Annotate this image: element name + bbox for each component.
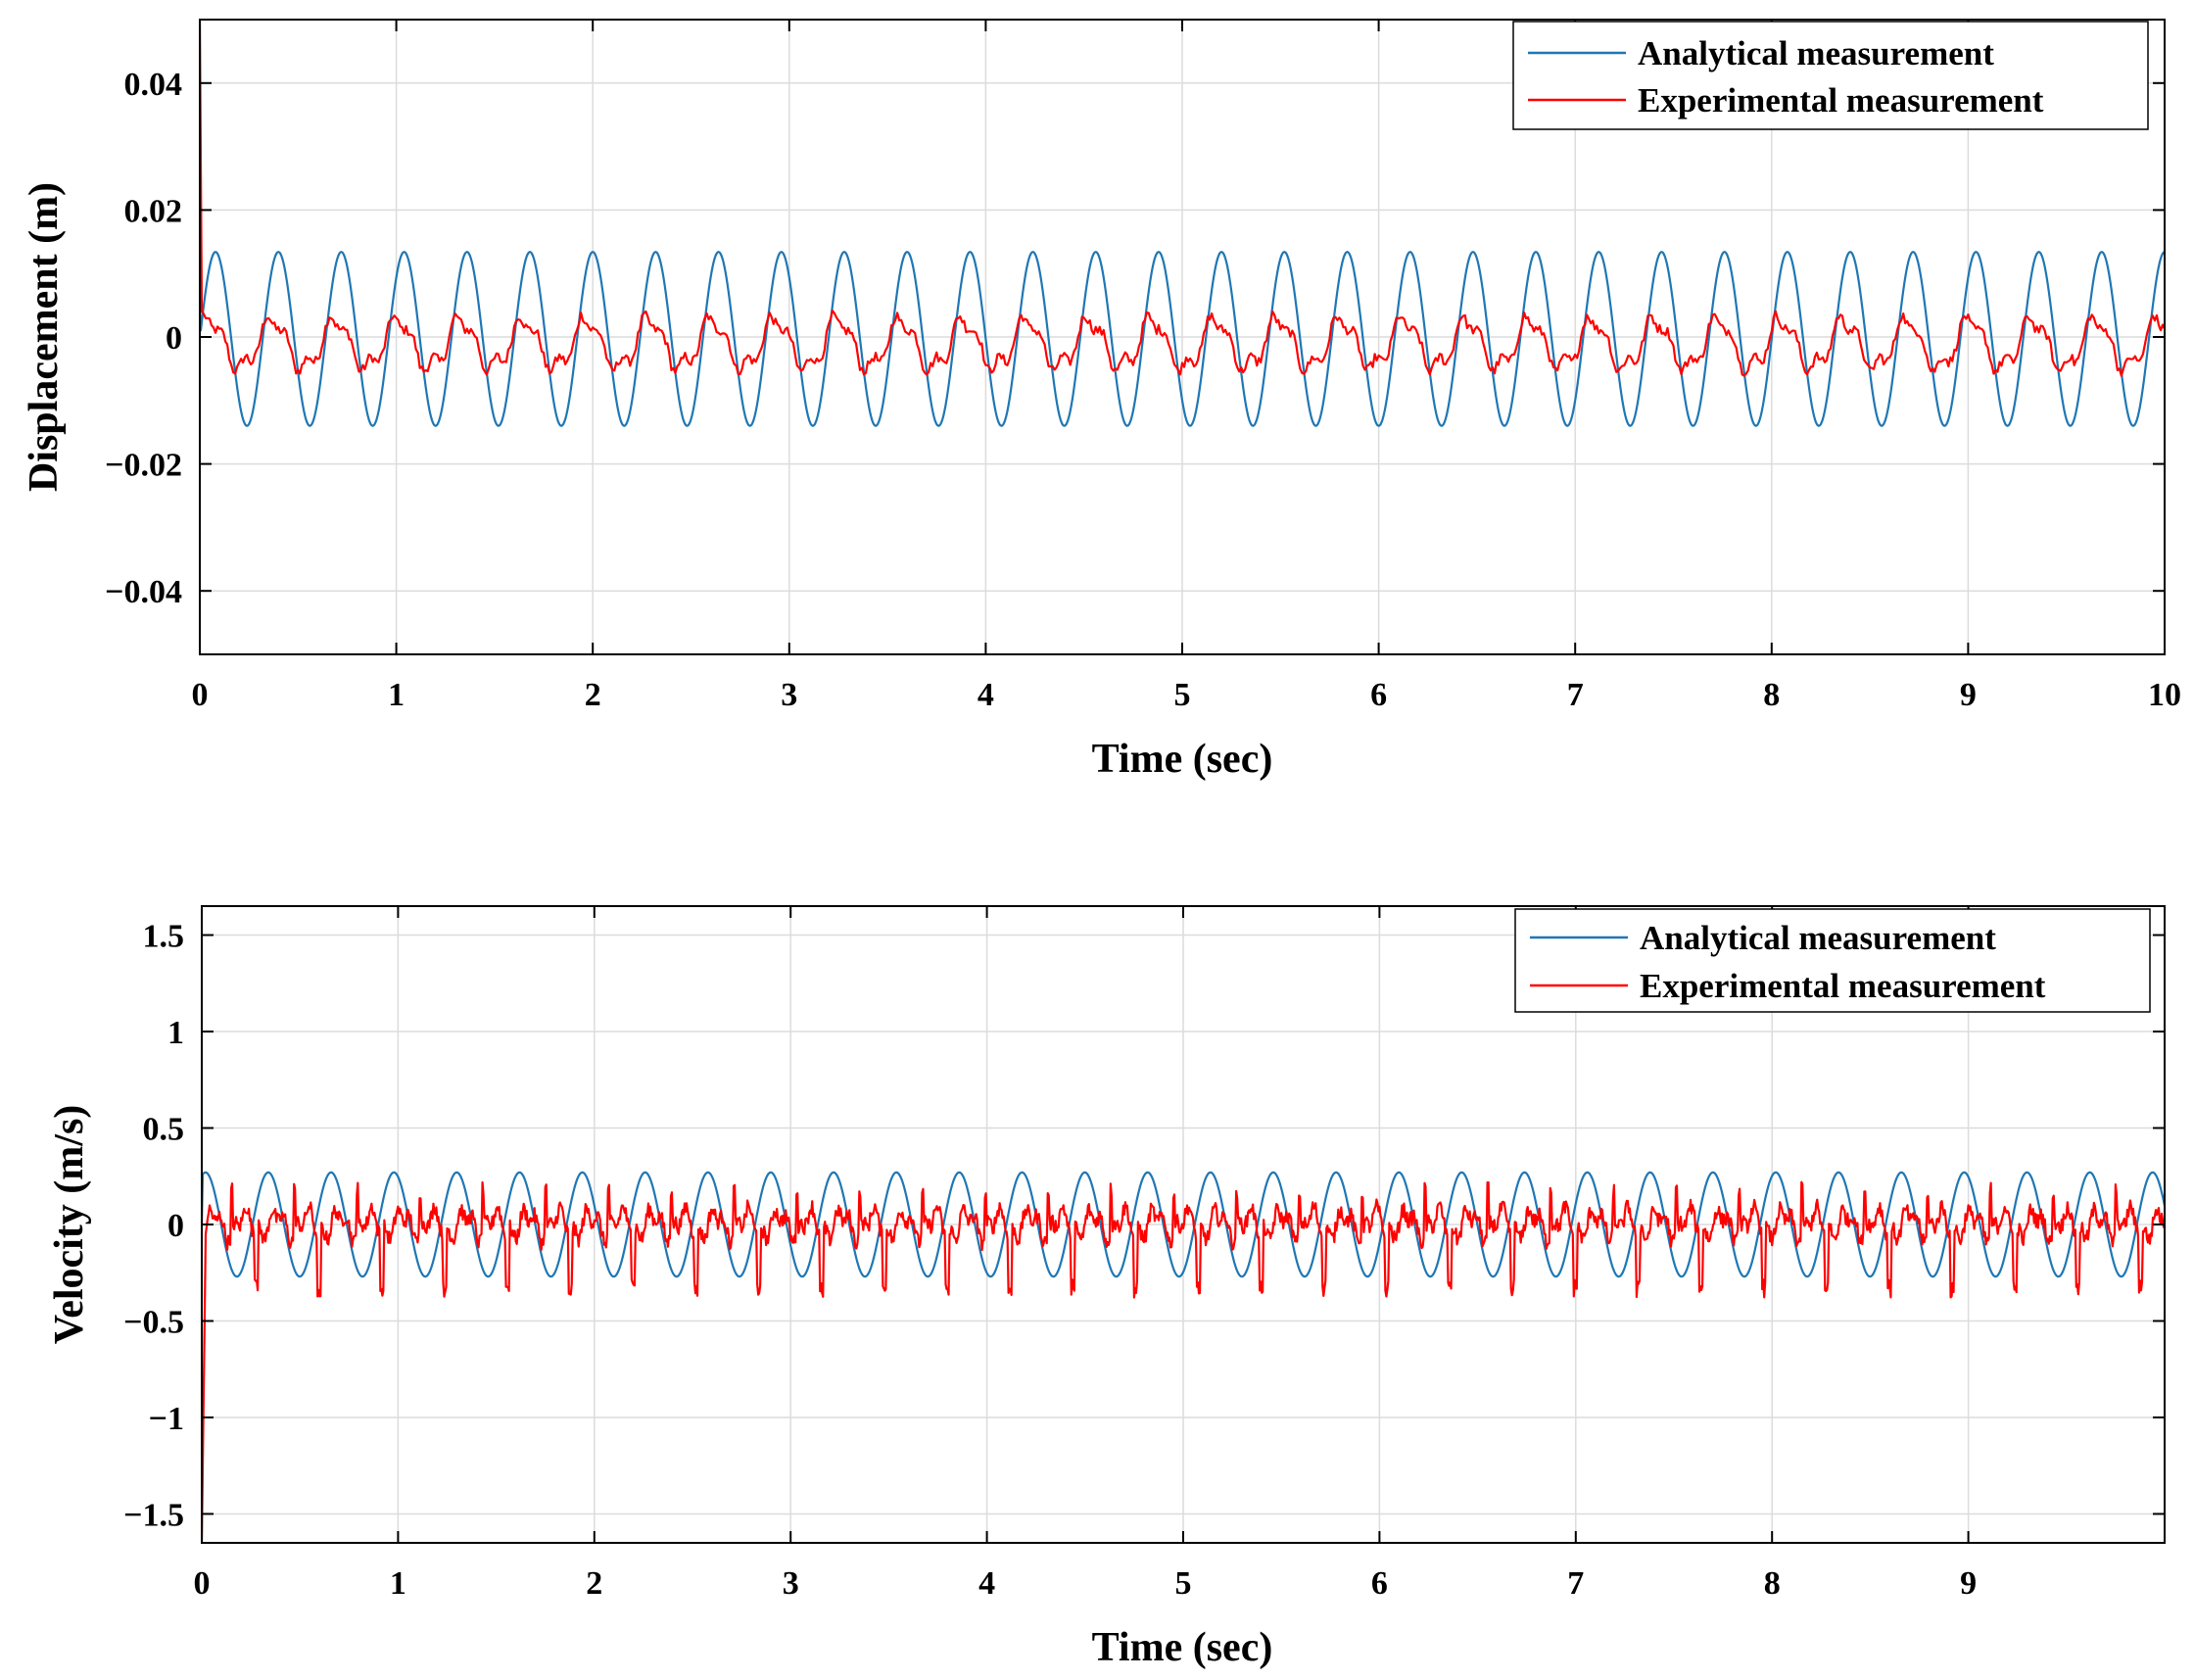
- displacement-legend: Analytical measurement Experimental meas…: [1512, 21, 2149, 130]
- velocity-xtick-label: 9: [1960, 1565, 1977, 1602]
- displacement-xtick-label: 6: [1370, 677, 1387, 713]
- displacement-series-analytical-line: [200, 251, 2165, 427]
- displacement-xtick-label: 1: [388, 677, 405, 713]
- displacement-xtick-label: 2: [585, 677, 601, 713]
- displacement-xlabel: Time (sec): [1092, 737, 1273, 782]
- velocity-ticks: 0 1 2 3 4 5 6 7 8 9 −1.5 −1 −0.5 0 0.5 1 1.5: [123, 906, 2165, 1602]
- displacement-xtick-label: 9: [1960, 677, 1977, 713]
- velocity-ytick-label: −1.5: [123, 1497, 184, 1533]
- displacement-legend-label-experimental: Experimental measurement: [1638, 81, 2044, 120]
- velocity-xtick-label: 8: [1764, 1565, 1781, 1602]
- velocity-series-analytical-line: [202, 1171, 2165, 1278]
- velocity-xtick-label: 2: [586, 1565, 602, 1602]
- velocity-ytick-label: 1.5: [143, 919, 185, 955]
- velocity-xtick-label: 0: [194, 1565, 211, 1602]
- velocity-legend-label-experimental: Experimental measurement: [1640, 967, 2046, 1005]
- velocity-ytick-label: −1: [149, 1401, 184, 1437]
- displacement-series-experimental-line: [200, 20, 2165, 377]
- displacement-xtick-label: 5: [1174, 677, 1191, 713]
- velocity-series: [202, 1171, 2165, 1543]
- velocity-ytick-label: 0.5: [143, 1112, 185, 1148]
- displacement-xtick-label: 8: [1763, 677, 1780, 713]
- displacement-ytick-label: −0.02: [105, 448, 182, 484]
- velocity-legend: Analytical measurement Experimental meas…: [1514, 908, 2151, 1013]
- velocity-ytick-label: 1: [167, 1015, 184, 1051]
- velocity-xlabel: Time (sec): [1092, 1625, 1273, 1670]
- velocity-ytick-label: −0.5: [123, 1304, 184, 1340]
- displacement-series: [200, 20, 2165, 427]
- velocity-legend-box: [1514, 908, 2151, 1013]
- velocity-chart: 0 1 2 3 4 5 6 7 8 9−1.5−1−0.500.511.5 Time (sec) …: [47, 905, 2166, 1670]
- velocity-xtick-label: 3: [783, 1565, 799, 1602]
- displacement-xtick-label: 7: [1567, 677, 1584, 713]
- displacement-xtick-label: 0: [192, 677, 209, 713]
- displacement-ticks: 0 1 2 3 4 5 6 7 8 9 10 −0.04 −0.02 0 0.02 0.04: [105, 20, 2181, 713]
- velocity-xtick-label: 4: [978, 1565, 995, 1602]
- velocity-xtick-label: 7: [1567, 1565, 1584, 1602]
- displacement-legend-label-analytical: Analytical measurement: [1638, 34, 1994, 72]
- velocity-ytick-label: 0: [167, 1208, 184, 1244]
- displacement-ytick-label: 0.02: [124, 193, 183, 229]
- displacement-xtick-label: 10: [2148, 677, 2181, 713]
- velocity-xtick-label: 1: [390, 1565, 406, 1602]
- displacement-ylabel: Displacement (m): [22, 182, 67, 492]
- velocity-ylabel: Velocity (m/s): [47, 1105, 92, 1345]
- displacement-ytick-label: 0.04: [124, 67, 183, 103]
- displacement-chart: 0 1 2 3 4 5 6 7 8 9 10 −0.04 −0.02 0 0.02 0.04 Time (se…: [22, 19, 2181, 782]
- displacement-legend-box: [1512, 21, 2149, 130]
- velocity-xtick-label: 5: [1175, 1565, 1192, 1602]
- displacement-ytick-label: 0: [166, 320, 182, 357]
- displacement-xtick-label: 4: [978, 677, 994, 713]
- velocity-series-experimental-line: [202, 1180, 2165, 1543]
- displacement-xtick-label: 3: [781, 677, 797, 713]
- velocity-xtick-label: 6: [1371, 1565, 1388, 1602]
- displacement-ytick-label: −0.04: [105, 574, 182, 610]
- velocity-legend-label-analytical: Analytical measurement: [1640, 919, 1996, 957]
